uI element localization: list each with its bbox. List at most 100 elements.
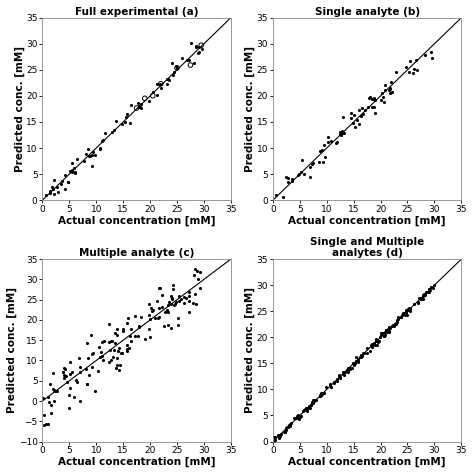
Point: [364, 103, 371, 110]
Point: [317, 147, 324, 155]
Point: [59, 368, 67, 375]
Point: [70, 164, 78, 172]
Point: [283, 424, 290, 432]
Point: [312, 396, 319, 404]
Point: [127, 325, 135, 333]
Point: [270, 438, 278, 446]
Point: [119, 325, 127, 333]
Point: [272, 437, 279, 444]
Point: [185, 308, 192, 316]
Point: [66, 167, 74, 174]
Point: [44, 420, 52, 428]
Point: [310, 399, 317, 407]
Point: [371, 109, 379, 117]
Point: [344, 364, 352, 372]
Point: [272, 433, 279, 441]
Point: [414, 299, 422, 306]
Point: [374, 338, 382, 346]
Point: [359, 349, 366, 357]
Point: [295, 171, 302, 178]
Point: [320, 389, 328, 397]
Point: [155, 313, 163, 320]
Point: [157, 84, 164, 92]
Point: [117, 349, 125, 356]
Point: [195, 44, 203, 51]
Point: [393, 316, 401, 324]
Point: [368, 340, 376, 348]
Point: [66, 384, 73, 392]
Point: [99, 136, 107, 144]
Point: [381, 332, 388, 339]
Point: [101, 129, 109, 137]
Point: [338, 127, 346, 135]
Point: [347, 109, 355, 117]
Point: [307, 401, 315, 409]
Point: [109, 353, 117, 361]
Point: [89, 350, 96, 358]
Point: [294, 412, 301, 420]
Point: [370, 94, 378, 102]
Point: [309, 160, 316, 168]
Point: [420, 290, 428, 298]
Point: [382, 86, 389, 93]
Point: [66, 371, 73, 378]
Point: [359, 352, 366, 359]
Point: [366, 347, 374, 355]
Point: [406, 307, 413, 315]
Point: [384, 326, 392, 334]
Point: [378, 89, 386, 97]
Point: [39, 203, 47, 211]
Point: [108, 337, 115, 345]
Point: [285, 421, 292, 428]
Point: [97, 348, 105, 356]
Point: [303, 407, 310, 415]
Point: [155, 304, 163, 311]
Point: [345, 366, 352, 374]
Y-axis label: Predicted conc. [mM]: Predicted conc. [mM]: [245, 287, 255, 413]
Point: [320, 141, 328, 148]
Point: [357, 113, 365, 120]
Point: [133, 104, 140, 112]
Point: [425, 289, 432, 296]
Point: [375, 337, 383, 345]
Point: [383, 327, 390, 334]
Point: [113, 355, 120, 362]
Point: [340, 371, 347, 379]
Point: [116, 361, 123, 369]
Point: [148, 308, 156, 315]
Point: [336, 374, 344, 382]
Point: [303, 405, 311, 412]
Point: [137, 313, 145, 321]
Point: [410, 65, 418, 73]
Point: [342, 368, 349, 375]
Point: [284, 423, 292, 431]
Point: [317, 390, 325, 397]
Point: [307, 401, 315, 409]
Point: [96, 344, 103, 351]
Point: [353, 353, 360, 360]
Point: [402, 309, 410, 317]
Point: [357, 354, 365, 361]
Point: [309, 399, 316, 406]
Point: [111, 329, 118, 337]
Point: [368, 95, 375, 102]
Point: [173, 63, 180, 70]
Point: [303, 404, 311, 412]
Point: [383, 328, 391, 335]
Point: [330, 379, 337, 386]
Point: [136, 104, 143, 111]
Point: [372, 337, 380, 344]
Point: [272, 191, 279, 199]
Point: [330, 379, 337, 386]
Point: [192, 301, 200, 308]
Point: [76, 397, 83, 404]
Point: [66, 358, 73, 366]
Point: [379, 329, 387, 337]
Point: [363, 350, 371, 357]
Point: [55, 189, 62, 196]
Title: Single and Multiple
analytes (d): Single and Multiple analytes (d): [310, 237, 424, 258]
Point: [286, 420, 294, 428]
Point: [398, 313, 405, 321]
Point: [127, 101, 135, 109]
Point: [402, 306, 410, 313]
